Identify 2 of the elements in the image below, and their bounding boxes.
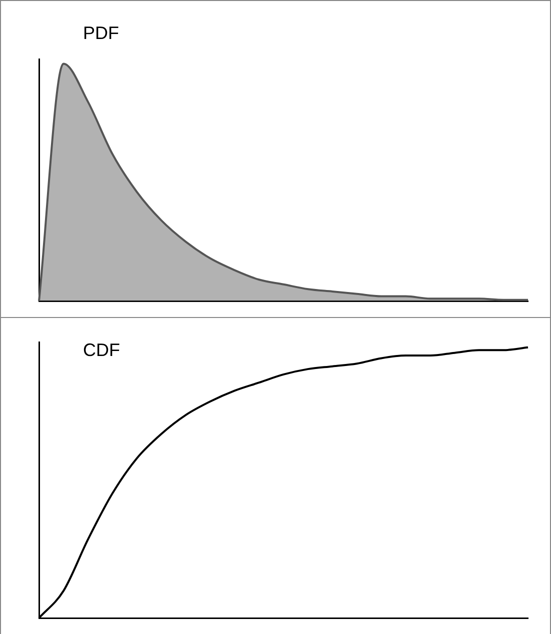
chart-title: PDF <box>83 22 120 43</box>
chart-title: CDF <box>83 340 120 360</box>
